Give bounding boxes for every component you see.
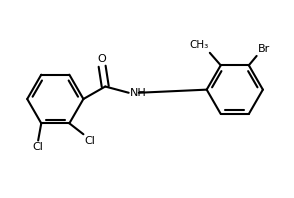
Text: Br: Br (258, 44, 270, 54)
Text: Cl: Cl (84, 136, 95, 146)
Text: O: O (98, 54, 106, 64)
Text: CH₃: CH₃ (189, 40, 208, 50)
Text: Cl: Cl (33, 142, 44, 152)
Text: NH: NH (130, 88, 147, 98)
